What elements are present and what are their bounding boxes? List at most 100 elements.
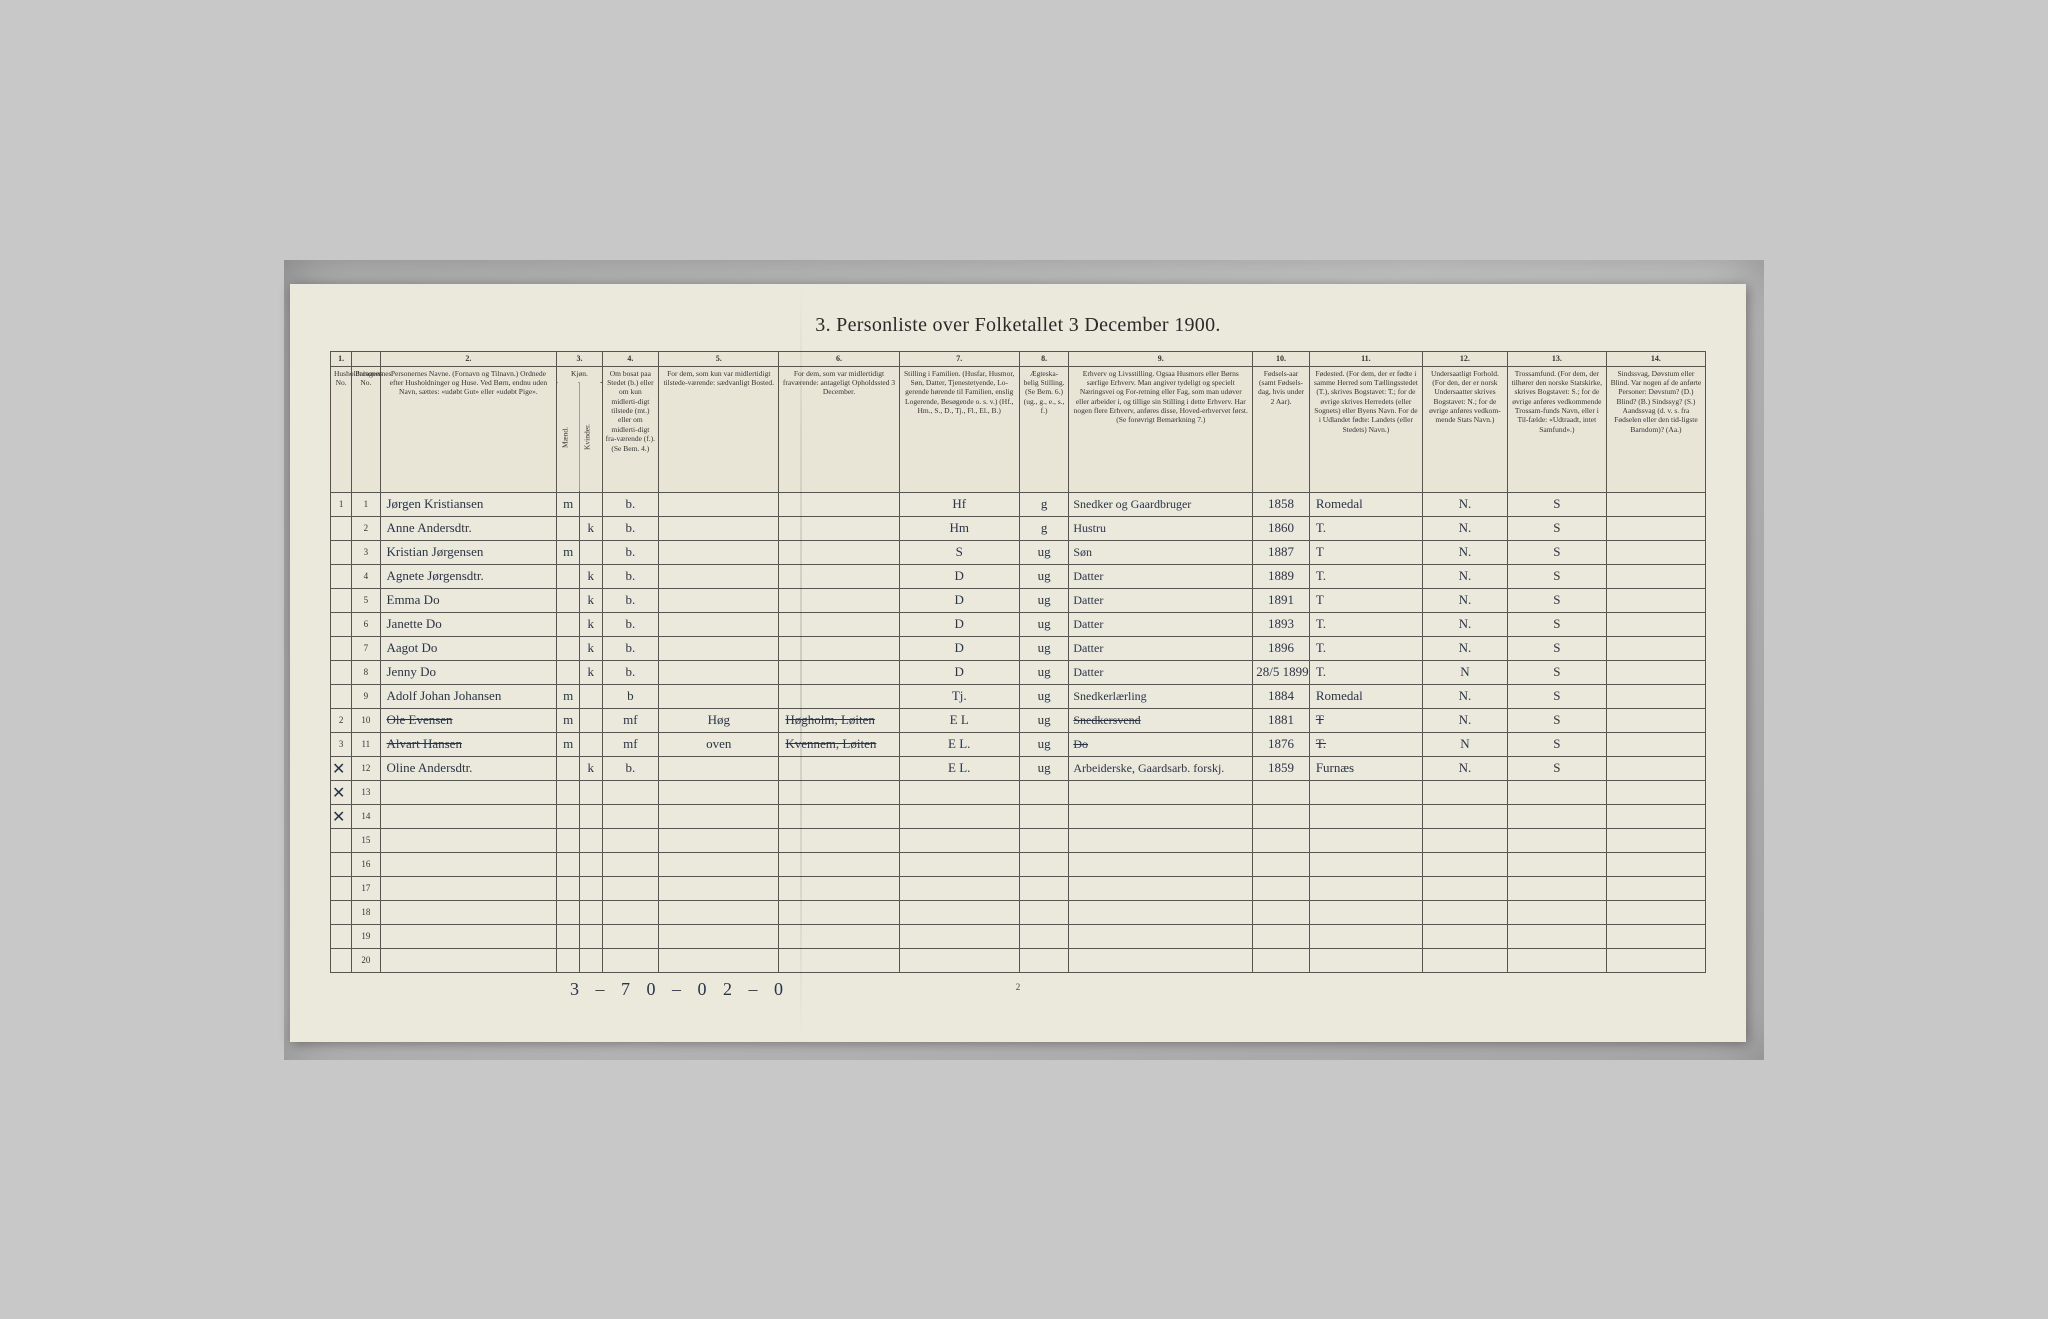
cell: 1889: [1253, 564, 1310, 588]
cell: [779, 804, 899, 828]
page-title: 3. Personliste over Folketallet 3 Decemb…: [330, 314, 1706, 337]
cell: 1881: [1253, 708, 1310, 732]
cell: [1069, 852, 1253, 876]
cell: S: [1507, 540, 1606, 564]
cell: [380, 852, 557, 876]
cell: Ole Evensen: [380, 708, 557, 732]
colnum: 9.: [1069, 351, 1253, 366]
colnum: 7.: [899, 351, 1019, 366]
cell: [331, 516, 352, 540]
cell: T.: [1309, 660, 1422, 684]
cell: [899, 900, 1019, 924]
cell: S: [1507, 516, 1606, 540]
cell: [1507, 900, 1606, 924]
cell: [779, 756, 899, 780]
cell: b.: [602, 756, 659, 780]
cell: [331, 828, 352, 852]
col-header: Trossamfund. (For dem, der tilhører den …: [1507, 366, 1606, 492]
cell: [659, 804, 779, 828]
cell: [779, 828, 899, 852]
cell: [557, 516, 580, 540]
cell: [579, 828, 602, 852]
cell: N.: [1422, 636, 1507, 660]
col-header: Sindssvag, Døvstum eller Blind. Var noge…: [1606, 366, 1705, 492]
cell: [779, 684, 899, 708]
cell: Datter: [1069, 588, 1253, 612]
cell: [1309, 900, 1422, 924]
cell: T: [1309, 588, 1422, 612]
cell: b.: [602, 636, 659, 660]
cell: [579, 852, 602, 876]
cell: [380, 828, 557, 852]
cell: S: [1507, 492, 1606, 516]
cell: [380, 900, 557, 924]
cell: [1019, 780, 1069, 804]
col-header: Undersaatligt Forhold. (For den, der er …: [1422, 366, 1507, 492]
colnum: 4.: [602, 351, 659, 366]
cell: 3: [331, 732, 352, 756]
cell: 12: [352, 756, 380, 780]
cell: [602, 924, 659, 948]
cell: [659, 540, 779, 564]
colnum: 6.: [779, 351, 899, 366]
cell: 1858: [1253, 492, 1310, 516]
cell: [557, 564, 580, 588]
cell: [779, 540, 899, 564]
colnum: [352, 351, 380, 366]
cell: [1422, 828, 1507, 852]
cell: [1069, 804, 1253, 828]
cell: [1606, 492, 1705, 516]
cell: 1876: [1253, 732, 1310, 756]
colnum: 13.: [1507, 351, 1606, 366]
cell: [1606, 852, 1705, 876]
cell: [1507, 852, 1606, 876]
cell: Janette Do: [380, 612, 557, 636]
cell: T.: [1309, 636, 1422, 660]
cell: [1507, 924, 1606, 948]
cell: [1309, 804, 1422, 828]
cell: k: [579, 756, 602, 780]
cell: 1859: [1253, 756, 1310, 780]
cell: [557, 756, 580, 780]
cell: k: [579, 588, 602, 612]
cell: [659, 492, 779, 516]
cell: ug: [1019, 708, 1069, 732]
census-page: 3. Personliste over Folketallet 3 Decemb…: [290, 284, 1746, 1042]
cell: Snedker og Gaardbruger: [1069, 492, 1253, 516]
cell: [380, 780, 557, 804]
table-row: 19: [331, 924, 1706, 948]
cell: 1: [331, 492, 352, 516]
cell: 2: [331, 708, 352, 732]
cell: [1309, 924, 1422, 948]
cell: [1069, 924, 1253, 948]
table-row: 5Emma Dokb.DugDatter1891TN.S: [331, 588, 1706, 612]
cell: T.: [1309, 564, 1422, 588]
cell: [557, 852, 580, 876]
cell: [1253, 900, 1310, 924]
cell: k: [579, 660, 602, 684]
cell: Agnete Jørgensdtr.: [380, 564, 557, 588]
cell: [557, 900, 580, 924]
table-row: 14: [331, 804, 1706, 828]
cell: [557, 804, 580, 828]
cell: Snedkersvend: [1069, 708, 1253, 732]
cell: [659, 612, 779, 636]
cell: 1: [352, 492, 380, 516]
cell: [779, 780, 899, 804]
table-row: 18: [331, 900, 1706, 924]
cell: [1309, 948, 1422, 972]
cell: [899, 828, 1019, 852]
cell: [659, 876, 779, 900]
cell: b.: [602, 612, 659, 636]
cell: [1606, 516, 1705, 540]
cell: [1606, 588, 1705, 612]
cell: [1422, 804, 1507, 828]
cell: 16: [352, 852, 380, 876]
cell: 6: [352, 612, 380, 636]
cell: Kristian Jørgensen: [380, 540, 557, 564]
cell: [1019, 948, 1069, 972]
cell: k: [579, 564, 602, 588]
cell: [557, 828, 580, 852]
cell: Datter: [1069, 612, 1253, 636]
cell: Datter: [1069, 564, 1253, 588]
